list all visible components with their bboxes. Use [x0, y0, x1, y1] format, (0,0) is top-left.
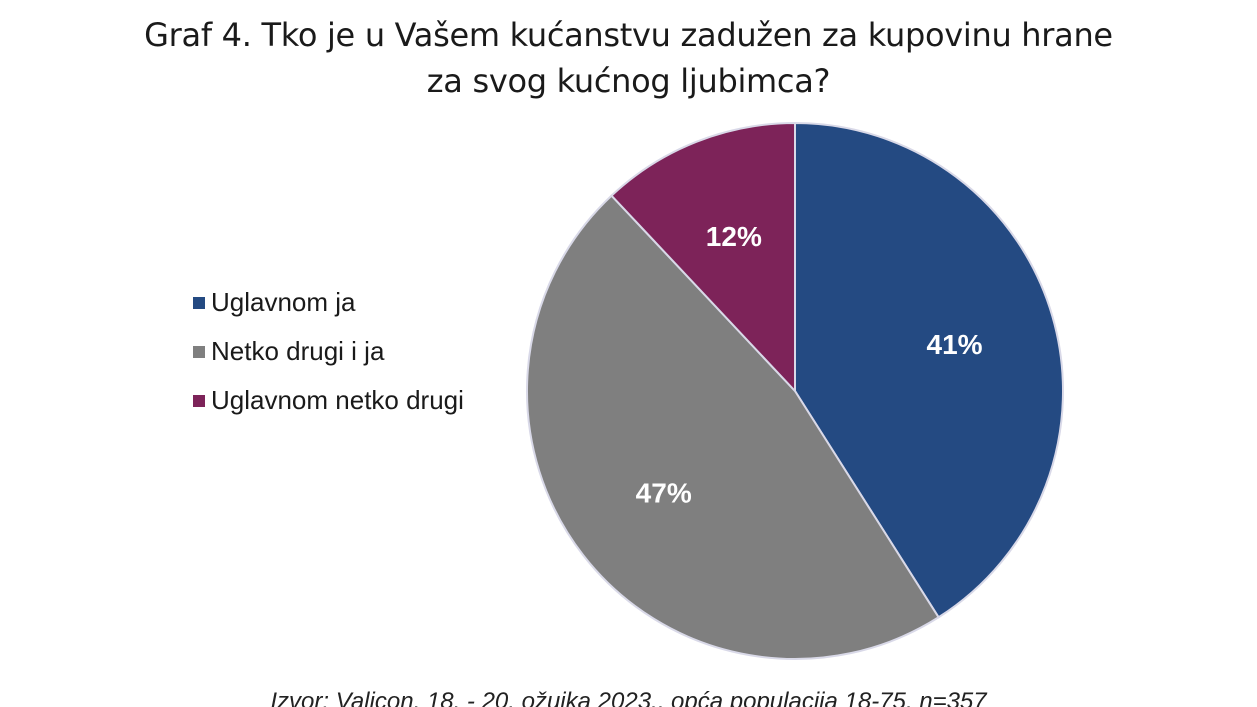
legend-label-uglavnom-ja: Uglavnom ja	[211, 287, 356, 317]
legend-swatch-netko-drugi-i-ja	[193, 345, 205, 358]
legend-item-netko-drugi-i-ja: Netko drugi i ja	[193, 327, 464, 376]
legend-item-uglavnom-ja: Uglavnom ja	[193, 278, 464, 327]
pie-label-uglavnom-ja: 41%	[927, 329, 983, 360]
legend-item-uglavnom-netko-drugi: Uglavnom netko drugi	[193, 376, 464, 425]
legend: Uglavnom ja Netko drugi i ja Uglavnom ne…	[193, 278, 464, 425]
source-note: Izvor: Valicon, 18. - 20. ožujka 2023., …	[270, 688, 987, 707]
legend-swatch-uglavnom-netko-drugi	[193, 394, 205, 407]
pie-slice-uglavnom-netko-drugi	[610, 121, 796, 394]
chart-title-line-2: za svog kućnog ljubimca?	[426, 62, 831, 100]
legend-label-uglavnom-netko-drugi: Uglavnom netko drugi	[211, 385, 464, 415]
pie-label-netko-drugi-i-ja: 47%	[636, 477, 692, 508]
chart-title-line-1: Graf 4. Tko je u Vašem kućanstvu zadužen…	[144, 16, 1113, 54]
pie-slice-uglavnom-ja	[794, 121, 1064, 619]
legend-swatch-uglavnom-ja	[193, 296, 205, 309]
pie-chart: 41% 47% 12%	[526, 121, 1064, 660]
pie-label-uglavnom-netko-drugi: 12%	[706, 221, 762, 252]
pie-slice-netko-drugi-i-ja	[526, 194, 940, 660]
legend-label-netko-drugi-i-ja: Netko drugi i ja	[211, 336, 385, 366]
chart-title: Graf 4. Tko je u Vašem kućanstvu zadužen…	[0, 12, 1257, 104]
